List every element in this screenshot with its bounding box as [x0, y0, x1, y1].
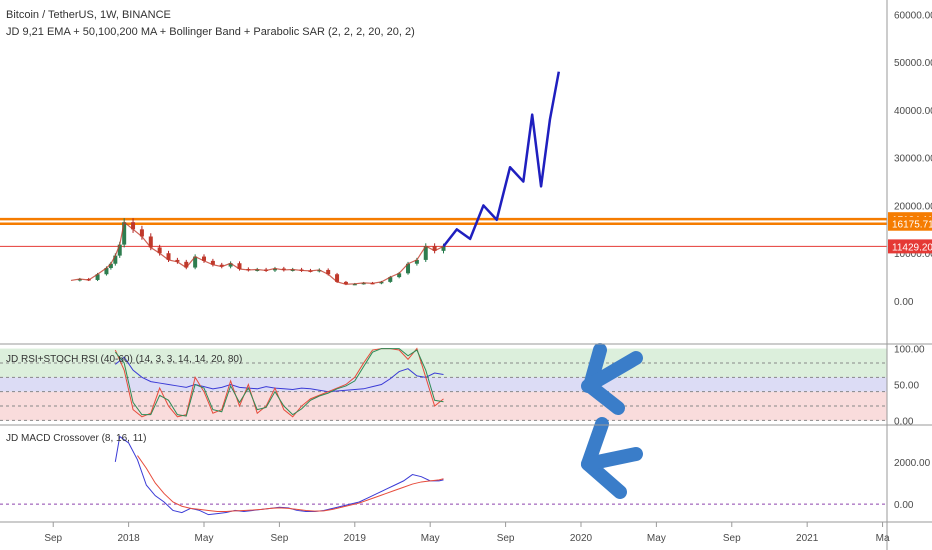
candle-body [335, 274, 340, 282]
candle-body [406, 263, 411, 274]
candle-body [139, 229, 144, 237]
rsi-pane[interactable]: JD RSI+STOCH RSI (40-60) (14, 3, 3, 14, … [0, 345, 925, 428]
macd-title: JD MACD Crossover (8, 16, 11) [6, 433, 146, 444]
projection-line [442, 71, 561, 248]
candle-body [441, 246, 446, 251]
candle-body [432, 246, 437, 251]
price-tick-label: 20000.00 [894, 201, 932, 212]
time-tick-label: 2021 [796, 533, 819, 544]
macd-series-line [137, 455, 444, 512]
time-axis[interactable]: Sep 2018 May Sep 2019 May Sep 2020 May Sep 2021 Ma [44, 522, 890, 544]
candle-body [175, 259, 180, 262]
candle-body [210, 260, 215, 265]
time-tick-label: Sep [271, 533, 289, 544]
candle-body [219, 264, 224, 267]
rsi-tick-label: 100.00 [894, 345, 925, 356]
candle-body [352, 283, 357, 286]
candle-body [414, 259, 419, 264]
price-tag-box [888, 239, 932, 254]
candle-body [122, 222, 127, 245]
candle-body [131, 222, 136, 230]
rsi-tick-label: 0.00 [894, 416, 914, 427]
macd-arrow-head-annotation [581, 447, 643, 471]
macd-tick-label: 0.00 [894, 500, 914, 511]
candle-body [166, 253, 171, 260]
price-y-axis[interactable]: 60000.00 50000.00 40000.00 30000.00 20000.00… [894, 10, 932, 308]
price-tick-label: 30000.00 [894, 154, 932, 165]
candle-body [95, 274, 100, 280]
candle-body [290, 269, 295, 271]
rsi-arrow-head-annotation [581, 351, 643, 393]
macd-series-line [114, 435, 444, 516]
candle-body [104, 268, 109, 275]
candle-body [423, 246, 428, 260]
main-subtitle: JD 9,21 EMA + 50,100,200 MA + Bollinger … [6, 26, 415, 38]
candle-body [184, 261, 189, 268]
price-tick-label: 60000.00 [894, 10, 932, 21]
price-tag-box [888, 216, 932, 231]
rsi-tick-label: 50.00 [894, 381, 919, 392]
candle-body [193, 256, 198, 268]
rsi-band [0, 377, 887, 392]
macd-y-axis[interactable]: 2000.00 0.00 [894, 458, 931, 511]
price-pane[interactable]: Bitcoin / TetherUS, 1W, BINANCE JD 9,21 … [0, 9, 932, 308]
candle-body [281, 268, 286, 271]
time-tick-label: Sep [497, 533, 515, 544]
time-tick-label: 2020 [570, 533, 593, 544]
candle-body [343, 281, 348, 285]
candle-body [237, 263, 242, 269]
candle-body [317, 269, 322, 272]
rsi-y-axis[interactable]: 100.00 50.00 0.00 [894, 345, 925, 428]
time-tick-label: Sep [44, 533, 62, 544]
candle-body [379, 281, 384, 284]
candle-body [272, 268, 277, 271]
candle-body [108, 263, 113, 269]
time-tick-label: 2018 [117, 533, 140, 544]
projection-layer [442, 71, 561, 248]
rsi-series-line [114, 356, 444, 393]
price-tick-label: 10000.00 [894, 249, 932, 260]
macd-tick-label: 2000.00 [894, 458, 931, 469]
time-tick-label: Ma [876, 533, 890, 544]
price-tick-label: 0.00 [894, 297, 914, 308]
rsi-title: JD RSI+STOCH RSI (40-60) (14, 3, 3, 14, … [6, 354, 242, 365]
price-tag-label: 16175.71 [892, 220, 932, 231]
price-tag-label: 11429.20 [892, 242, 932, 253]
candle-body [228, 263, 233, 267]
macd-pane[interactable]: JD MACD Crossover (8, 16, 11) 2000.00 0.0… [0, 433, 931, 516]
candle-body [361, 282, 366, 285]
rsi-bands-layer [0, 348, 887, 421]
candle-body [255, 269, 260, 271]
time-tick-label: 2019 [344, 533, 367, 544]
main-title: Bitcoin / TetherUS, 1W, BINANCE [6, 9, 171, 21]
time-tick-label: May [421, 533, 440, 544]
time-tick-label: May [195, 533, 214, 544]
candle-body [397, 273, 402, 278]
candle-body [117, 244, 122, 256]
candle-body [388, 277, 393, 282]
rsi-series-line [114, 348, 444, 417]
time-tick-label: Sep [723, 533, 741, 544]
price-close-line [70, 221, 444, 285]
macd-lines-layer [114, 435, 444, 516]
annotation-arrows [581, 343, 643, 499]
candle-body [113, 255, 118, 264]
candle-body [157, 247, 162, 254]
candle-body [202, 256, 207, 261]
rsi-lines-layer [114, 347, 444, 418]
candle-body [77, 279, 82, 281]
price-tick-label: 40000.00 [894, 106, 932, 117]
candles-layer [70, 218, 446, 286]
candle-body [148, 236, 153, 248]
price-tick-label: 50000.00 [894, 58, 932, 69]
time-tick-label: May [647, 533, 666, 544]
candle-body [326, 269, 331, 275]
